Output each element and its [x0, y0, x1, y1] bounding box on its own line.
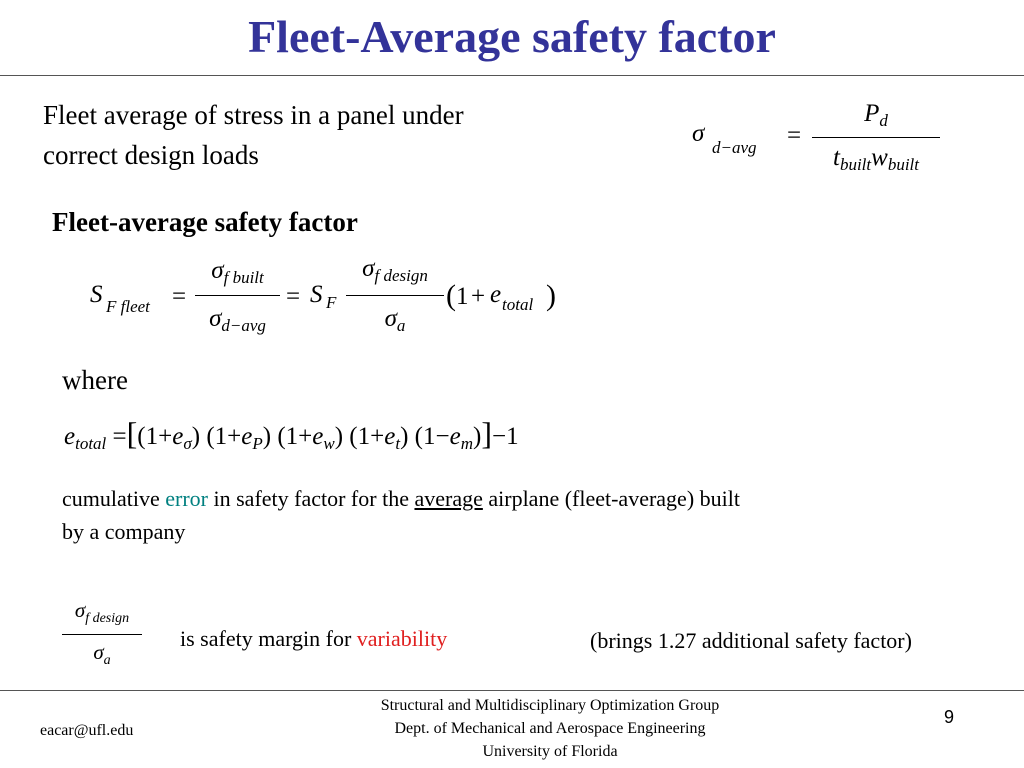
footer-divider	[0, 690, 1024, 691]
footer-affiliation: Structural and Multidisciplinary Optimiz…	[300, 694, 800, 763]
footer-email: eacar@ufl.edu	[40, 722, 134, 739]
description-line-1: cumulative error in safety factor for th…	[62, 486, 740, 511]
sigma-symbol: σ	[692, 120, 705, 147]
S-symbol: S	[90, 281, 103, 308]
fraction-numerator: Pd	[864, 100, 888, 130]
fraction-built-over-avg: σf built σd−avg	[195, 255, 280, 345]
fraction-design-over-a: σf design σa	[346, 255, 444, 345]
where-label: where	[62, 365, 128, 395]
fraction-bar	[812, 137, 940, 138]
equals-sign-2: =	[286, 283, 301, 310]
sigma-subscript: d−avg	[712, 138, 757, 157]
page-number: 9	[944, 707, 955, 727]
title-divider	[0, 75, 1024, 76]
error-word: error	[165, 486, 208, 511]
SF-symbol: S	[310, 281, 323, 308]
description-line-2: by a company	[62, 519, 186, 544]
intro-text: Fleet average of stress in a panel under…	[43, 95, 464, 175]
footer-line-1: Structural and Multidisciplinary Optimiz…	[380, 697, 720, 714]
brings-note: (brings 1.27 additional safety factor)	[590, 628, 912, 653]
fraction-safety-margin: σf design σa	[62, 598, 142, 673]
slide-title: Fleet-Average safety factor	[248, 11, 776, 62]
error-description: cumulative error in safety factor for th…	[62, 482, 962, 548]
intro-line-1: Fleet average of stress in a panel under	[43, 100, 464, 130]
footer-line-2: Dept. of Mechanical and Aerospace Engine…	[394, 720, 706, 737]
close-paren: )	[546, 279, 556, 312]
fraction: Pd tbuiltwbuilt	[812, 100, 940, 190]
equals-sign: =	[787, 122, 802, 149]
open-paren: (	[446, 279, 456, 312]
equation-average-stress: σ d−avg = Pd tbuiltwbuilt	[692, 100, 952, 190]
variability-word: variability	[356, 626, 448, 651]
footer-line-3: University of Florida	[482, 743, 618, 760]
S-subscript: F fleet	[106, 297, 150, 316]
intro-line-2: correct design loads	[43, 140, 259, 170]
equation-fleet-safety-factor: S F fleet = σf built σd−avg = S F σf des…	[90, 255, 570, 345]
average-word: average	[414, 486, 483, 511]
equals-sign-1: =	[172, 283, 187, 310]
SF-subscript: F	[326, 293, 337, 312]
section-heading: Fleet-average safety factor	[52, 207, 358, 237]
fraction-denominator: tbuiltwbuilt	[833, 144, 919, 174]
equation-total-error: etotal =[(1+eσ) (1+eP) (1+ew) (1+et) (1−…	[64, 415, 519, 453]
safety-margin-text: is safety margin for variability	[180, 626, 448, 651]
